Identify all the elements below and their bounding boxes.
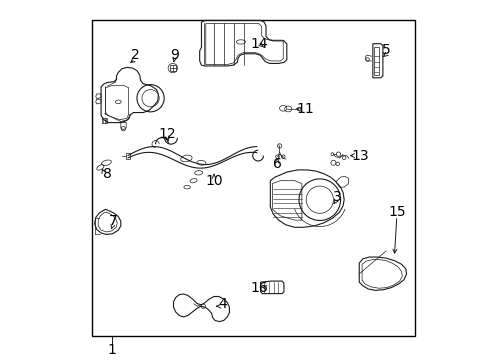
Text: 12: 12 bbox=[158, 127, 176, 141]
Text: 15: 15 bbox=[387, 204, 405, 219]
Text: 6: 6 bbox=[272, 157, 282, 171]
Text: 3: 3 bbox=[332, 190, 341, 204]
Text: 5: 5 bbox=[381, 43, 390, 57]
Text: 13: 13 bbox=[350, 149, 368, 163]
Text: 1: 1 bbox=[107, 343, 116, 357]
Text: 11: 11 bbox=[296, 102, 314, 116]
Text: 16: 16 bbox=[250, 280, 268, 294]
Text: 4: 4 bbox=[218, 297, 226, 311]
Text: 14: 14 bbox=[249, 37, 267, 51]
Text: 9: 9 bbox=[170, 48, 179, 62]
Text: 8: 8 bbox=[103, 167, 112, 180]
Text: 7: 7 bbox=[108, 214, 117, 228]
Bar bbox=[92, 21, 414, 336]
Text: 10: 10 bbox=[205, 174, 223, 188]
Text: 2: 2 bbox=[130, 48, 139, 62]
